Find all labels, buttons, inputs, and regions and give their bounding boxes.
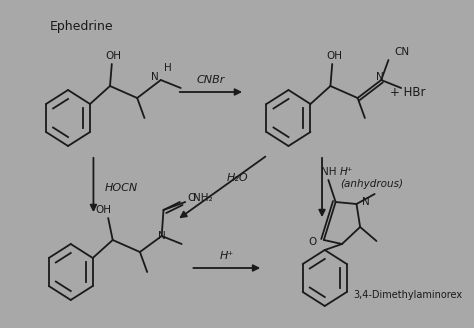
Text: H⁺
(anhydrous): H⁺ (anhydrous) bbox=[340, 167, 403, 189]
Text: N: N bbox=[158, 231, 165, 241]
Text: NH₂: NH₂ bbox=[192, 193, 212, 203]
Text: + HBr: + HBr bbox=[390, 86, 426, 98]
Text: H⁺: H⁺ bbox=[219, 251, 234, 261]
Text: Ephedrine: Ephedrine bbox=[50, 20, 113, 33]
Text: H: H bbox=[164, 63, 172, 73]
Text: CN: CN bbox=[394, 47, 409, 57]
Text: H₂O: H₂O bbox=[227, 173, 248, 183]
Text: NH: NH bbox=[320, 167, 336, 177]
Text: HOCN: HOCN bbox=[104, 183, 137, 193]
Text: OH: OH bbox=[106, 51, 122, 61]
Text: OH: OH bbox=[326, 51, 342, 61]
Text: N: N bbox=[375, 72, 383, 82]
Text: N: N bbox=[362, 197, 370, 207]
Text: 3,4-Dimethylaminorex: 3,4-Dimethylaminorex bbox=[354, 290, 463, 300]
Text: CNBr: CNBr bbox=[196, 75, 225, 85]
Text: N: N bbox=[151, 72, 159, 82]
Text: O: O bbox=[187, 193, 195, 203]
Text: O: O bbox=[308, 237, 317, 247]
Text: OH: OH bbox=[96, 205, 112, 215]
